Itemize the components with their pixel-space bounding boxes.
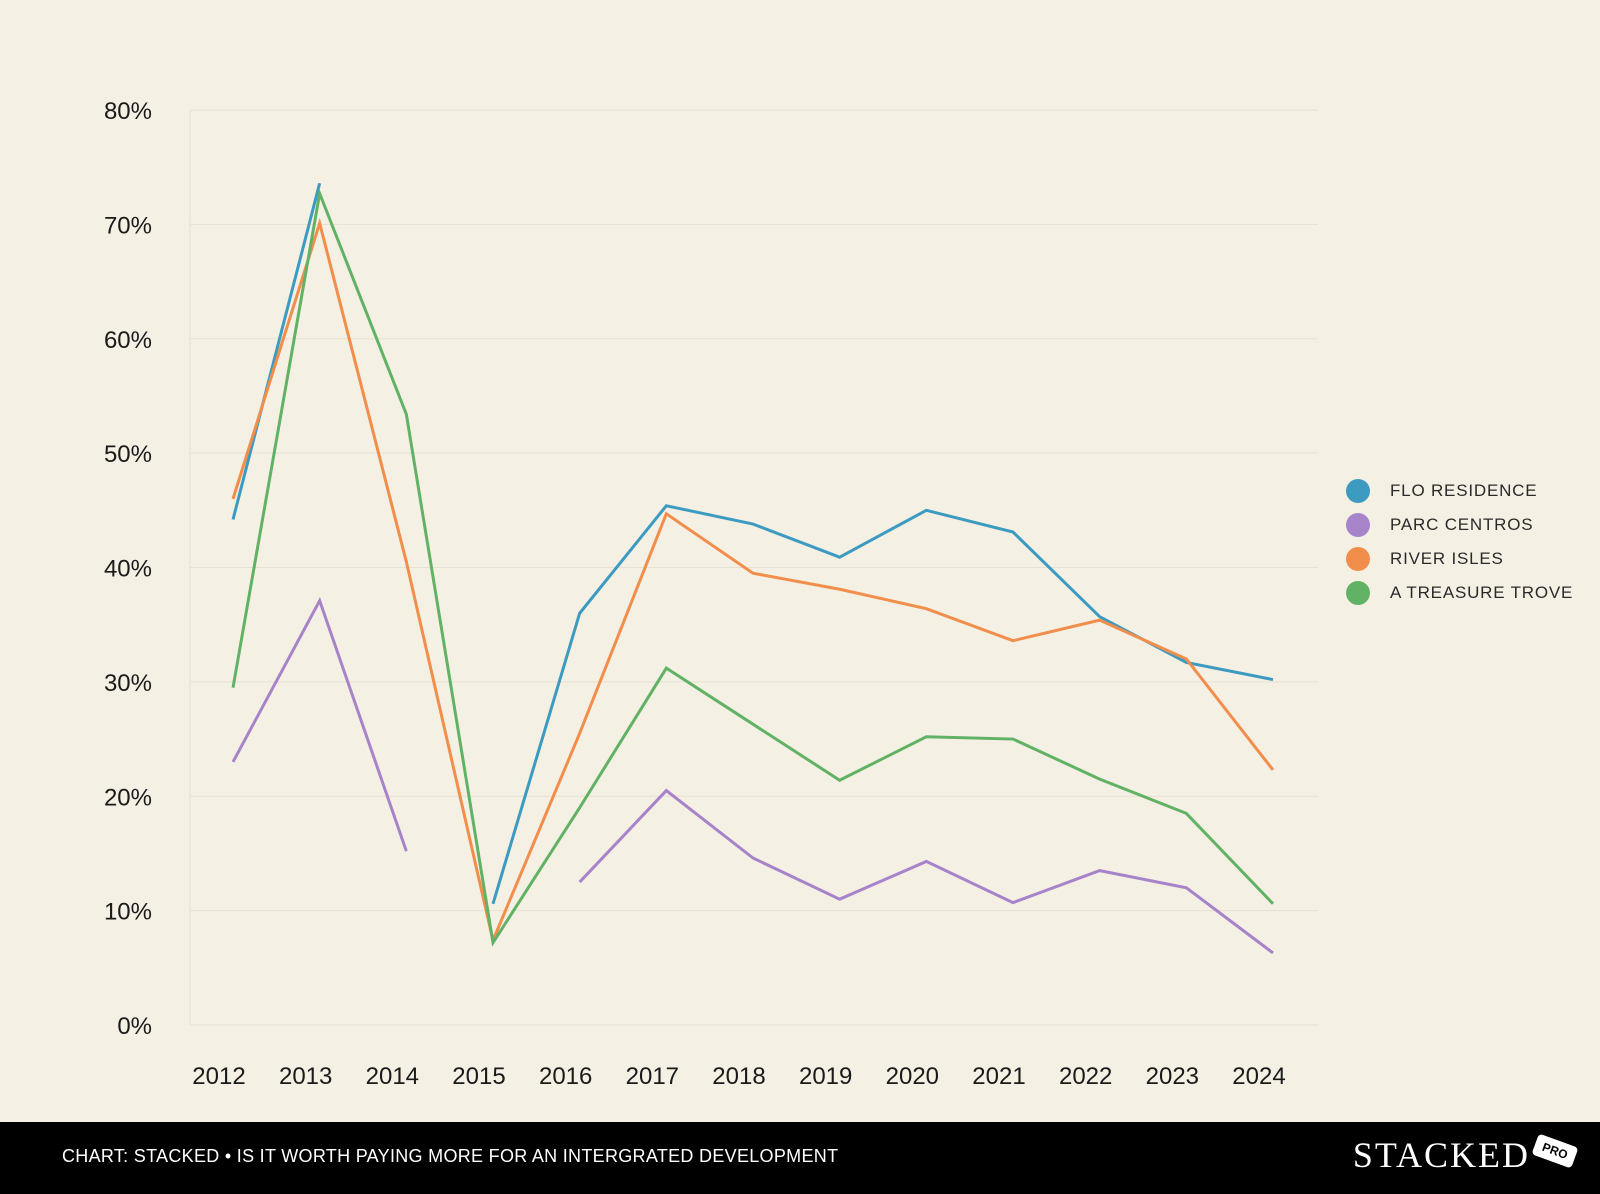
chart-area: 0% 10% 20% 30% 40% 50% 60% 70% 80% 2012 2013 2014 2… xyxy=(103,98,1596,1090)
legend-label: FLO RESIDENCE xyxy=(1390,481,1538,500)
series-a-treasure-trove xyxy=(231,187,1275,947)
series-river-isles xyxy=(231,217,1275,946)
legend-item-parc-centros: PARC CENTROS xyxy=(1346,508,1596,542)
x-tick-label: 2012 xyxy=(192,1063,245,1090)
x-axis-ticks: 2012 2013 2014 2015 2016 2017 2018 2019 2020 2021… xyxy=(192,1063,1285,1090)
series-line-segment xyxy=(231,182,322,520)
legend-item-flo-residence: FLO RESIDENCE xyxy=(1346,474,1596,508)
legend: FLO RESIDENCE PARC CENTROS RIVER ISLES A… xyxy=(1346,474,1596,610)
x-tick-label: 2020 xyxy=(886,1063,939,1090)
legend-item-a-treasure-trove: A TREASURE TROVE xyxy=(1346,576,1596,610)
x-tick-label: 2018 xyxy=(712,1063,765,1090)
legend-dot-icon xyxy=(1346,547,1370,571)
legend-dot-icon xyxy=(1346,581,1370,605)
x-tick-label: 2019 xyxy=(799,1063,852,1090)
x-tick-label: 2014 xyxy=(366,1063,419,1090)
series-line-segment xyxy=(231,217,1275,946)
x-tick-label: 2021 xyxy=(972,1063,1025,1090)
y-tick-label: 70% xyxy=(104,212,152,239)
gridlines xyxy=(189,109,1318,1026)
legend-dot-icon xyxy=(1346,513,1370,537)
x-tick-label: 2017 xyxy=(626,1063,679,1090)
stacked-logo: STACKED xyxy=(1352,1135,1530,1175)
pro-badge: PRO xyxy=(1531,1133,1579,1169)
legend-item-river-isles: RIVER ISLES xyxy=(1346,542,1596,576)
y-tick-label: 0% xyxy=(117,1013,152,1040)
series-flo-residence xyxy=(231,182,1274,905)
legend-label: PARC CENTROS xyxy=(1390,515,1534,534)
y-tick-label: 60% xyxy=(104,327,152,354)
x-tick-label: 2023 xyxy=(1146,1063,1199,1090)
series-line-segment xyxy=(231,187,1275,947)
y-tick-label: 10% xyxy=(104,899,152,926)
y-tick-label: 30% xyxy=(104,670,152,697)
chart-caption: CHART: STACKED • IS IT WORTH PAYING MORE… xyxy=(62,1146,839,1166)
legend-label: A TREASURE TROVE xyxy=(1390,583,1574,602)
x-tick-label: 2022 xyxy=(1059,1063,1112,1090)
x-tick-label: 2024 xyxy=(1232,1063,1285,1090)
line-chart: 0%10%20%30%40%50%60%70%80% 2012 2013 2014 2… xyxy=(104,98,1318,1090)
legend-dot-icon xyxy=(1346,479,1370,503)
series-lines xyxy=(231,182,1275,955)
y-tick-label: 40% xyxy=(104,556,152,583)
y-tick-label: 20% xyxy=(104,784,152,811)
series-parc-centros xyxy=(231,596,1274,955)
series-line-segment xyxy=(491,504,1274,905)
series-line-segment xyxy=(231,596,408,852)
x-tick-label: 2015 xyxy=(452,1063,505,1090)
y-axis-ticks: 0% 10% 20% 30% 40% 50% 60% 70% 80% xyxy=(104,98,152,1040)
series-line-segment xyxy=(578,788,1274,955)
y-tick-label: 80% xyxy=(104,98,152,125)
x-tick-label: 2013 xyxy=(279,1063,332,1090)
legend-label: RIVER ISLES xyxy=(1390,549,1504,568)
footer-bar: CHART: STACKED • IS IT WORTH PAYING MORE… xyxy=(0,1122,1600,1194)
y-tick-label: 50% xyxy=(104,441,152,468)
x-tick-label: 2016 xyxy=(539,1063,592,1090)
